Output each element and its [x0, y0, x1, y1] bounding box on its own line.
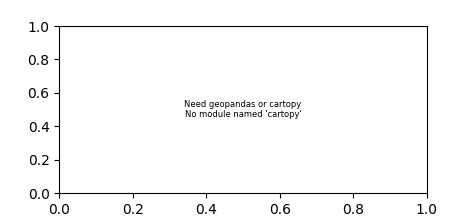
Text: Need geopandas or cartopy
No module named 'cartopy': Need geopandas or cartopy No module name… [184, 100, 301, 119]
